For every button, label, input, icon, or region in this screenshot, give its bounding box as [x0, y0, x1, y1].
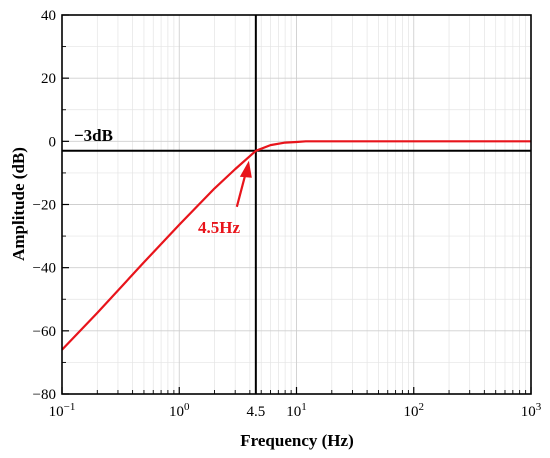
x-tick-label: 102	[404, 401, 425, 420]
x-tick-label: 10−1	[49, 401, 76, 420]
cutoff-arrow	[235, 160, 252, 208]
arrow-head	[239, 160, 252, 178]
y-tick-label: −60	[33, 324, 56, 340]
minus-3db-label: −3dB	[74, 126, 113, 145]
x-tick-label: 100	[169, 401, 190, 420]
y-tick-label: 20	[41, 71, 56, 87]
x-tick-label: 101	[286, 401, 307, 420]
x-axis-title: Frequency (Hz)	[240, 431, 353, 450]
x-tick-labels: 10−1 100 4.5 101 102 103	[49, 401, 542, 420]
reference-lines	[62, 15, 531, 394]
cutoff-frequency-label: 4.5Hz	[198, 218, 240, 237]
series-layer	[61, 140, 531, 351]
y-tick-label: 0	[49, 134, 57, 150]
x-tick-label: 4.5	[246, 404, 265, 420]
y-axis-title: Amplitude (dB)	[9, 147, 28, 261]
y-tick-label: −20	[33, 198, 56, 214]
axis-ticks	[61, 14, 532, 395]
x-tick-label: 103	[521, 401, 542, 420]
y-tick-label: −40	[33, 261, 56, 277]
y-tick-label: −80	[33, 387, 56, 403]
y-tick-label: 40	[41, 8, 56, 24]
amplitude-response-line	[61, 140, 531, 351]
y-tick-labels: −80 −60 −40 −20 0 20 40	[33, 8, 56, 403]
